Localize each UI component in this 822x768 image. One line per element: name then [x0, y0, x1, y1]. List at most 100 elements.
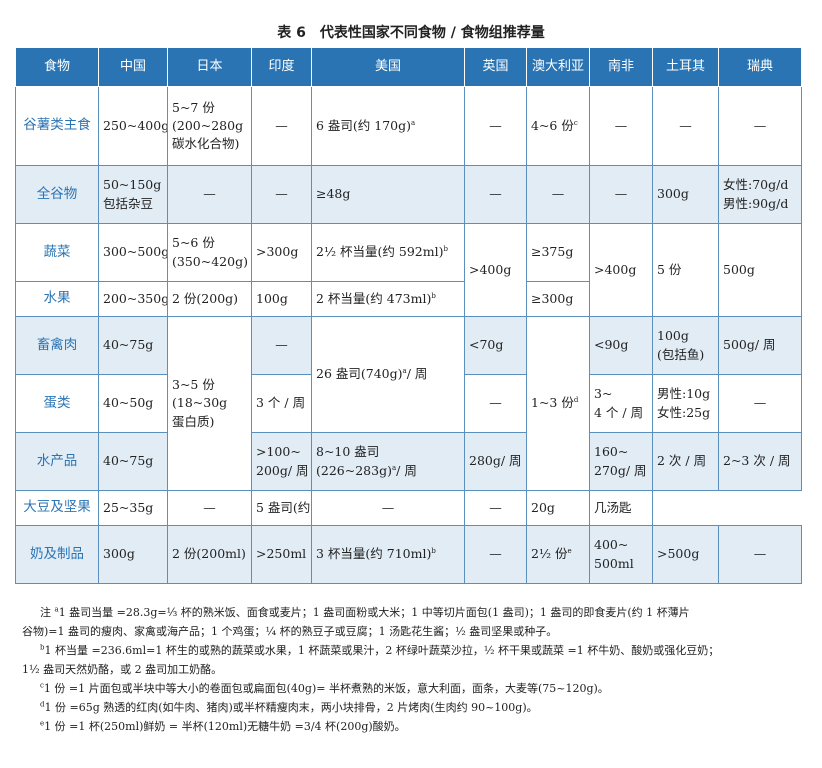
cell-uk: — — [464, 165, 527, 224]
table-row-grain: 谷薯类主食 250~400g 5~7 份 (200~280g 碳水化合物) — … — [15, 86, 802, 166]
cell-uk: — — [464, 525, 527, 584]
cell-turkey: 2 次 / 周 — [652, 432, 719, 491]
cell-china: 25~35g — [98, 490, 168, 526]
cell-sweden: 女性:70g/d 男性:90g/d — [718, 165, 802, 224]
cell-turkey: 100g (包括鱼) — [652, 316, 719, 375]
cell-usa-meat-egg: 26 盎司(740g)a/ 周 — [311, 316, 465, 433]
food-label: 谷薯类主食 — [15, 86, 99, 166]
cell-turkey: 300g — [652, 165, 719, 224]
cell-uk: <70g — [464, 316, 527, 375]
cell-usa: 8~10 盎司 (226~283g)a/ 周 — [311, 432, 465, 491]
cell-uk: — — [464, 86, 527, 166]
cell-china: 250~400g — [98, 86, 168, 166]
cell-sweden: — — [718, 86, 802, 166]
header-usa: 美国 — [311, 47, 465, 87]
cell-south-africa-veg-fruit: >400g — [589, 223, 653, 317]
footnote-c: c1 份 =1 片面包或半块中等大小的卷面包或扁面包(40g)= 半杯煮熟的米饭… — [40, 681, 609, 695]
header-uk: 英国 — [464, 47, 527, 87]
table-row-soy-nuts: 大豆及坚果 25~35g — 5 盎司(约 142g)a/ 周 — — 20g … — [15, 490, 802, 526]
cell-south-africa: <90g — [589, 316, 653, 375]
table-title: 表 6 代表性国家不同食物 / 食物组推荐量 — [277, 25, 545, 41]
cell-japan: 2 份(200ml) — [167, 525, 252, 584]
cell-india: 3 个 / 周 — [251, 374, 312, 433]
cell-australia: 2½ 份e — [526, 525, 590, 584]
cell-india: — — [251, 316, 312, 375]
footnote-a: 注 a1 盎司当量 =28.3g=⅓ 杯的熟米饭、面食或麦片；1 盎司面粉或大米… — [40, 605, 690, 619]
food-label: 蔬菜 — [15, 223, 99, 282]
cell-uk: 280g/ 周 — [464, 432, 527, 491]
table-row-meat: 畜禽肉 40~75g 3~5 份 (18~30g 蛋白质) — 26 盎司(74… — [15, 316, 802, 491]
cell-india: 100g — [251, 281, 312, 317]
cell-sweden: 500g/ 周 — [718, 316, 802, 375]
cell-south-africa: 160~ 270g/ 周 — [589, 432, 653, 491]
table-row-fruit: 水果 200~350g 2 份(200g) 100g 2 杯当量(约 473ml… — [15, 281, 802, 317]
cell-china: 40~75g — [98, 432, 168, 491]
header-south-africa: 南非 — [589, 47, 653, 87]
table-row-dairy: 奶及制品 300g 2 份(200ml) >250ml 3 杯当量(约 710m… — [15, 525, 802, 584]
cell-uk-veg-fruit: >400g — [464, 223, 527, 317]
cell-india: — — [167, 490, 252, 526]
cell-india: >300g — [251, 223, 312, 282]
cell-australia: — — [526, 165, 590, 224]
cell-japan: — — [167, 165, 252, 224]
food-label: 蛋类 — [15, 374, 99, 433]
food-label: 大豆及坚果 — [15, 490, 99, 526]
cell-usa: 2½ 杯当量(约 592ml)b — [311, 223, 465, 282]
cell-china: 300g — [98, 525, 168, 584]
cell-sweden-veg-fruit: 500g — [718, 223, 802, 317]
cell-sweden: 几汤匙 — [589, 490, 653, 526]
footnotes: 注 a1 盎司当量 =28.3g=⅓ 杯的熟米饭、面食或麦片；1 盎司面粉或大米… — [22, 603, 802, 736]
cell-australia: ≥300g — [526, 281, 590, 317]
table-row-vegetables: 蔬菜 300~500g 5~6 份 (350~420g) >300g 2½ 杯当量… — [15, 223, 802, 317]
cell-south-africa: — — [589, 86, 653, 166]
cell-south-africa: — — [589, 165, 653, 224]
header-sweden: 瑞典 — [718, 47, 802, 87]
cell-australia: 4~6 份c — [526, 86, 590, 166]
footnote-a-continued: 谷物)=1 盎司的瘦肉、家禽或海产品；1 个鸡蛋；¼ 杯的熟豆子或豆腐；1 汤匙… — [22, 625, 558, 638]
cell-sweden: 2~3 次 / 周 — [718, 432, 802, 491]
cell-china: 200~350g — [98, 281, 168, 317]
food-label: 奶及制品 — [15, 525, 99, 584]
cell-sweden: — — [718, 525, 802, 584]
footnote-b-continued: 1½ 盎司天然奶酪，或 2 盎司加工奶酪。 — [22, 663, 223, 676]
cell-turkey: 20g — [526, 490, 590, 526]
food-label: 水产品 — [15, 432, 99, 491]
cell-china: 300~500g — [98, 223, 168, 282]
cell-india: — — [251, 165, 312, 224]
cell-india: >100~ 200g/ 周 — [251, 432, 312, 491]
recommendation-table: 食物 中国 日本 印度 美国 英国 澳大利亚 南非 土耳其 瑞典 谷薯类主食 2… — [15, 47, 802, 584]
food-label: 全谷物 — [15, 165, 99, 224]
cell-china: 50~150g 包括杂豆 — [98, 165, 168, 224]
header-india: 印度 — [251, 47, 312, 87]
cell-uk: — — [464, 374, 527, 433]
footnote-d: d1 份 =65g 熟透的红肉(如牛肉、猪肉)或半杯精瘦肉末，两小块排骨，2 片… — [40, 700, 538, 714]
cell-india: >250ml — [251, 525, 312, 584]
cell-australia-protein-group: 1~3 份d — [526, 316, 590, 491]
cell-australia: ≥375g — [526, 223, 590, 282]
cell-turkey-veg-fruit: 5 份 — [652, 223, 719, 317]
cell-japan: 5~7 份 (200~280g 碳水化合物) — [167, 86, 252, 166]
cell-usa: 6 盎司(约 170g)a — [311, 86, 465, 166]
footnote-e: e1 份 =1 杯(250ml)鲜奶 = 半杯(120ml)无糖牛奶 =3/4 … — [40, 719, 406, 733]
cell-china: 40~50g — [98, 374, 168, 433]
table-row-eggs: 蛋类 40~50g 3 个 / 周 — 3~ 4 个 / 周 男性:10g 女性:2… — [15, 374, 802, 433]
food-label: 畜禽肉 — [15, 316, 99, 375]
header-food: 食物 — [15, 47, 99, 87]
cell-usa: 2 杯当量(约 473ml)b — [311, 281, 465, 317]
cell-china: 40~75g — [98, 316, 168, 375]
cell-turkey: — — [652, 86, 719, 166]
cell-japan: 2 份(200g) — [167, 281, 252, 317]
table-row-aquatic: 水产品 40~75g >100~ 200g/ 周 8~10 盎司 (226~283g… — [15, 432, 802, 491]
cell-india: — — [251, 86, 312, 166]
cell-south-africa: 3~ 4 个 / 周 — [589, 374, 653, 433]
cell-turkey: >500g — [652, 525, 719, 584]
cell-usa: 3 杯当量(约 710ml)b — [311, 525, 465, 584]
header-japan: 日本 — [167, 47, 252, 87]
cell-japan: 5~6 份 (350~420g) — [167, 223, 252, 282]
cell-south-africa: 400~ 500ml — [589, 525, 653, 584]
header-australia: 澳大利亚 — [526, 47, 590, 87]
cell-usa: 5 盎司(约 142g)a/ 周 — [251, 490, 312, 526]
cell-uk: — — [311, 490, 465, 526]
food-label: 水果 — [15, 281, 99, 317]
header-row: 食物 中国 日本 印度 美国 英国 澳大利亚 南非 土耳其 瑞典 — [15, 47, 802, 87]
